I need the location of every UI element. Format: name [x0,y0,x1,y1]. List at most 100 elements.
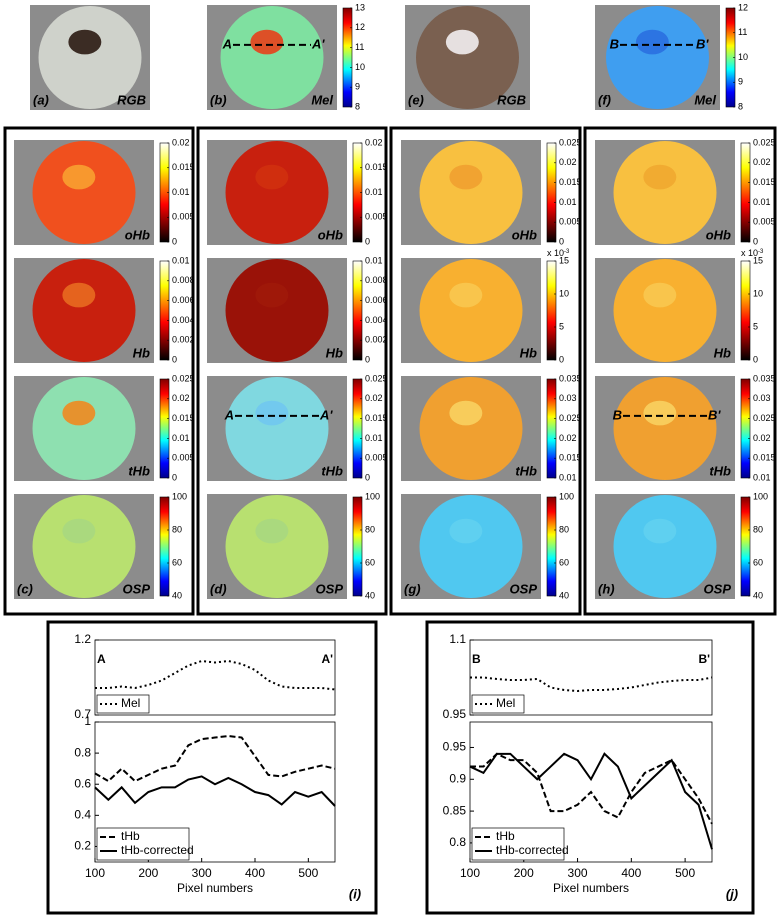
map-spot [643,400,677,426]
map-channel: Hb [714,345,731,360]
map-channel: Hb [133,345,150,360]
colorbar-tick-label: 0 [753,236,758,246]
map-disc [32,259,136,362]
legend-label: tHb [121,829,140,843]
colorbar-tick-label: 0.005 [172,212,195,222]
map-disc [613,141,717,244]
colorbar [159,496,170,597]
profile-end: A [222,36,232,51]
colorbar-tick-label: 0.005 [172,453,195,463]
colorbar-tick-label: 0 [753,354,758,364]
y-tick-label: 0.8 [74,745,91,759]
colorbar-tick-label: 0 [172,354,177,364]
legend-label: Mel [496,696,515,710]
map-spot [62,518,96,544]
map-disc [32,141,136,244]
colorbar-tick-label: 0.01 [172,187,190,197]
map-spot [250,29,284,55]
colorbar-tick-label: 0.005 [365,212,388,222]
map-channel: OSP [704,581,732,596]
colorbar-tick-label: 0 [172,472,177,482]
x-axis-label: Pixel numbers [177,881,253,895]
colorbar-tick-label: 0.002 [172,335,195,345]
profile-end: B [610,36,619,51]
colorbar [159,260,170,361]
map-disc [419,495,523,598]
profile-end: B [613,407,622,422]
colorbar-tick-label: 100 [365,491,380,501]
y-tick-label: 1 [84,714,91,728]
panel-label: (i) [349,886,361,901]
colorbar-tick-label: 0 [365,354,370,364]
profile-end: A [224,407,234,422]
y-tick-label: 1.1 [449,632,466,646]
colorbar-tick-label: 0.015 [559,453,582,463]
legend-label: Mel [121,696,140,710]
map-disc [419,141,523,244]
legend-label: tHb-corrected [496,843,569,857]
colorbar-tick-label: 9 [738,77,743,87]
colorbar [740,142,751,243]
colorbar [546,260,557,361]
map-channel: Hb [326,345,343,360]
colorbar-tick-label: 5 [559,321,564,331]
colorbar-tick-label: 0.01 [365,187,383,197]
colorbar-tick-label: 0.005 [559,217,582,227]
map-disc [32,377,136,480]
colorbar-tick-label: 40 [365,590,375,600]
colorbar [740,260,751,361]
colorbar-tick-label: 0.02 [172,137,190,147]
colorbar-tick-label: 0.035 [559,373,582,383]
map-spot [643,164,677,190]
colorbar-tick-label: 11 [355,42,364,52]
x-axis-label: Pixel numbers [553,881,629,895]
map-disc [220,6,324,109]
annotation: A [97,652,106,666]
x-tick-label: 100 [460,866,480,880]
colorbar-tick-label: 100 [172,491,187,501]
map-spot [449,518,483,544]
map-channel: oHb [318,227,343,242]
frame [46,620,378,915]
colorbar-tick-label: 40 [559,590,569,600]
colorbar [352,496,363,597]
map-channel: tHb [515,463,537,478]
map-channel: Hb [520,345,537,360]
y-tick-label: 0.95 [443,707,467,721]
map-disc [613,495,717,598]
colorbar-tick-label: 8 [355,101,360,111]
colorbar-tick-label: 11 [738,27,747,37]
colorbar-tick-label: 0.02 [365,137,383,147]
colorbar-tick-label: 0.025 [753,137,776,147]
series-line [94,775,336,807]
scale-base: x 10 [741,248,758,258]
series-line [95,659,336,691]
colorbar-tick-label: 0.03 [753,393,771,403]
colorbar [740,496,751,597]
map-channel: oHb [125,227,150,242]
colorbar-tick-label: 0.02 [753,433,771,443]
colorbar-tick-label: 0.025 [559,413,582,423]
frame [3,126,195,616]
colorbar-tick-label: 40 [172,590,182,600]
colorbar-tick-label: 0.015 [172,162,195,172]
map-channel: OSP [316,581,344,596]
colorbar-tick-label: 0.006 [365,295,388,305]
map-disc [419,377,523,480]
annotation: B [472,652,481,666]
colorbar-tick-label: 0.01 [559,472,577,482]
x-tick-label: 200 [138,866,158,880]
colorbar-tick-label: 100 [559,491,574,501]
map-spot [62,164,96,190]
x-tick-label: 500 [298,866,318,880]
map-channel: tHb [128,463,150,478]
y-tick-label: 0.6 [74,776,91,790]
colorbar-tick-label: 0.01 [753,472,771,482]
colorbar-tick-label: 0.02 [559,157,577,167]
y-tick-label: 0.95 [443,740,467,754]
colorbar-tick-label: 80 [365,524,375,534]
colorbar-tick-label: 9 [355,82,360,92]
map-channel: RGB [117,92,146,107]
